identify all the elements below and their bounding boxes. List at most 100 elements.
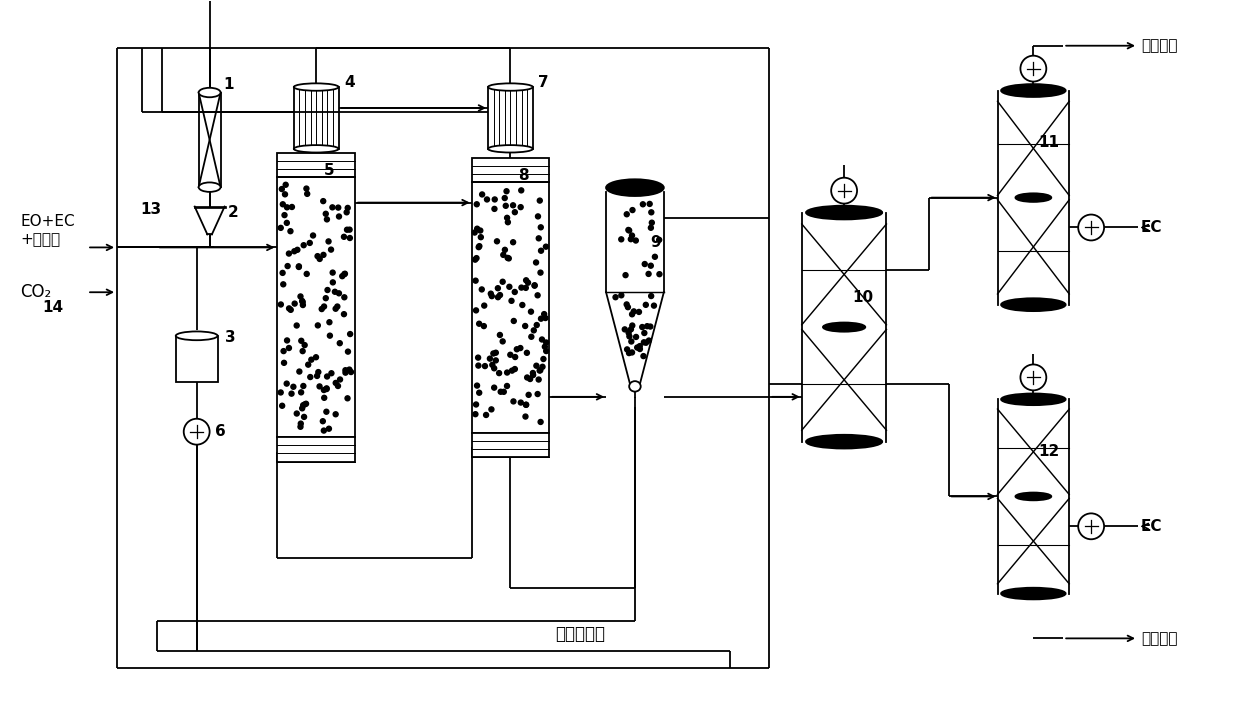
Circle shape <box>512 366 517 372</box>
Circle shape <box>518 204 523 210</box>
Circle shape <box>646 271 651 276</box>
Circle shape <box>624 302 629 307</box>
Circle shape <box>304 402 309 407</box>
Circle shape <box>649 210 653 215</box>
Ellipse shape <box>176 332 217 340</box>
Circle shape <box>649 226 653 230</box>
Circle shape <box>644 303 649 308</box>
Circle shape <box>320 419 325 423</box>
Text: 6: 6 <box>215 424 226 439</box>
Ellipse shape <box>294 83 339 90</box>
Ellipse shape <box>1016 193 1052 202</box>
Circle shape <box>301 383 306 388</box>
Circle shape <box>646 338 651 343</box>
Circle shape <box>301 414 306 419</box>
Circle shape <box>511 399 516 404</box>
Circle shape <box>502 196 507 201</box>
Circle shape <box>281 213 286 218</box>
Circle shape <box>303 402 308 407</box>
Circle shape <box>347 235 352 240</box>
Circle shape <box>474 201 479 206</box>
Circle shape <box>630 233 635 238</box>
Circle shape <box>505 216 510 221</box>
Text: 5: 5 <box>324 163 335 178</box>
Circle shape <box>279 187 284 192</box>
Text: 9: 9 <box>650 235 661 250</box>
Circle shape <box>334 380 339 385</box>
Circle shape <box>525 351 529 356</box>
Circle shape <box>475 226 480 231</box>
Circle shape <box>293 301 298 306</box>
Circle shape <box>512 210 517 215</box>
Circle shape <box>299 390 304 395</box>
Circle shape <box>286 306 291 311</box>
Circle shape <box>291 385 296 390</box>
Circle shape <box>523 286 528 291</box>
Circle shape <box>649 263 653 268</box>
Circle shape <box>326 426 331 431</box>
Circle shape <box>634 334 639 339</box>
Circle shape <box>294 323 299 328</box>
Circle shape <box>305 192 310 197</box>
Circle shape <box>532 283 537 288</box>
Circle shape <box>289 391 294 396</box>
Circle shape <box>476 321 481 326</box>
Text: EC: EC <box>1141 220 1162 235</box>
Circle shape <box>537 198 542 203</box>
Circle shape <box>336 214 341 219</box>
Circle shape <box>477 244 482 249</box>
Circle shape <box>1021 56 1047 81</box>
Circle shape <box>316 370 321 375</box>
Circle shape <box>531 370 536 375</box>
Circle shape <box>484 412 489 417</box>
Circle shape <box>507 284 512 289</box>
Circle shape <box>479 235 484 240</box>
Circle shape <box>523 402 528 407</box>
Circle shape <box>629 339 634 344</box>
Circle shape <box>294 411 299 416</box>
Circle shape <box>536 392 541 397</box>
Circle shape <box>649 293 653 298</box>
Text: 11: 11 <box>1038 135 1059 151</box>
Circle shape <box>345 227 350 232</box>
Circle shape <box>300 406 305 411</box>
Circle shape <box>474 278 479 284</box>
Circle shape <box>296 264 301 269</box>
Circle shape <box>520 285 525 290</box>
Text: CO₂: CO₂ <box>20 284 52 301</box>
Circle shape <box>619 237 624 242</box>
Circle shape <box>310 233 315 238</box>
Circle shape <box>538 248 543 253</box>
Circle shape <box>337 377 342 382</box>
Circle shape <box>330 205 335 210</box>
Circle shape <box>281 361 286 366</box>
Circle shape <box>317 384 322 389</box>
Circle shape <box>651 303 656 308</box>
Circle shape <box>625 347 630 352</box>
Circle shape <box>280 270 285 276</box>
Circle shape <box>505 383 510 388</box>
Circle shape <box>492 197 497 202</box>
Circle shape <box>536 236 541 241</box>
Circle shape <box>472 230 477 235</box>
Circle shape <box>637 346 642 351</box>
Circle shape <box>619 293 624 298</box>
Circle shape <box>626 351 631 356</box>
Circle shape <box>531 373 536 378</box>
Bar <box>278 177 355 437</box>
Circle shape <box>324 386 329 391</box>
Circle shape <box>342 271 347 276</box>
Circle shape <box>476 390 481 395</box>
Circle shape <box>500 339 505 344</box>
Circle shape <box>345 396 350 401</box>
Circle shape <box>334 306 339 311</box>
Circle shape <box>494 350 498 355</box>
Circle shape <box>477 228 482 233</box>
Circle shape <box>482 363 487 368</box>
Circle shape <box>489 291 494 296</box>
Circle shape <box>345 210 350 215</box>
Circle shape <box>325 288 330 293</box>
Circle shape <box>642 262 647 267</box>
Circle shape <box>538 316 543 321</box>
Circle shape <box>512 289 517 295</box>
